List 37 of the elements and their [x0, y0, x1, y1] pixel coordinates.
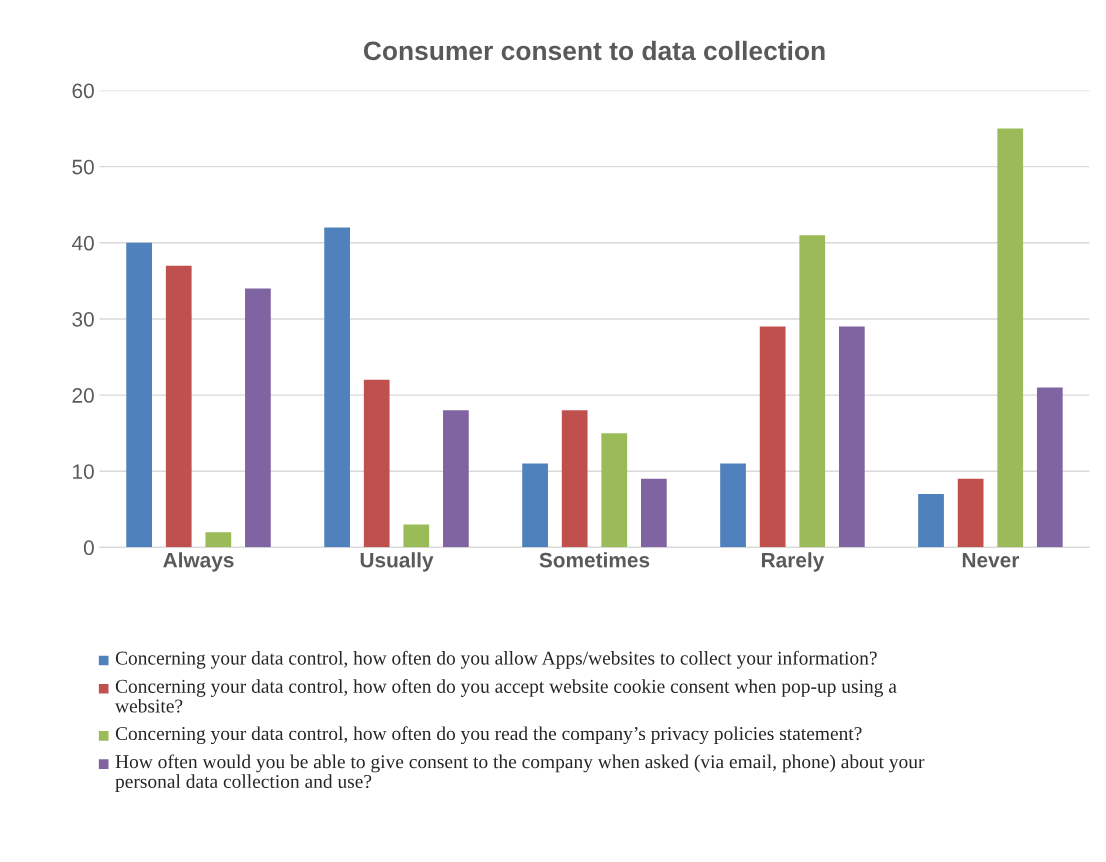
- y-tick-label: 30: [72, 311, 94, 327]
- bar: [957, 478, 984, 548]
- bar: [522, 463, 548, 548]
- legend-label: Concerning your data control, how often do you read the company’s privacy policies statement?: [115, 726, 862, 745]
- x-tick-label: Always: [163, 552, 234, 572]
- bar: [838, 326, 865, 548]
- bar: [997, 128, 1024, 548]
- bar: [126, 242, 152, 548]
- legend-label: Concerning your data control, how often do you accept website cookie consent when pop-up using a website?: [115, 679, 897, 713]
- bar: [918, 494, 944, 548]
- y-tick-label: 10: [73, 464, 94, 479]
- bar: [720, 463, 746, 548]
- y-tick-label: 60: [72, 83, 94, 99]
- bar: [205, 532, 232, 548]
- x-tick-label: Usually: [360, 552, 434, 572]
- x-tick-label: Sometimes: [539, 552, 650, 568]
- y-tick-label: 0: [83, 540, 94, 556]
- bar: [165, 265, 192, 548]
- bar: [799, 235, 826, 548]
- y-tick-label: 20: [72, 388, 94, 403]
- legend-label: How often would you be able to give consent to the company when asked (via email, phone) about your personal data collection and use?: [115, 754, 925, 792]
- bar: [443, 410, 469, 548]
- bar: [245, 288, 271, 548]
- bar: [1036, 387, 1063, 548]
- x-tick-label: Never: [962, 553, 1020, 568]
- bar: [363, 379, 390, 548]
- x-tick-label: Rarely: [761, 552, 825, 572]
- chart-title: Consumer consent to data collection: [363, 40, 825, 61]
- bar: [403, 524, 430, 548]
- bar: [561, 410, 588, 548]
- bar: [759, 326, 786, 548]
- bar: [601, 433, 628, 548]
- legend-label: Concerning your data control, how often do you allow Apps/websites to collect your information?: [115, 650, 877, 669]
- bar: [641, 478, 667, 548]
- bar: [324, 227, 350, 548]
- y-tick-label: 40: [71, 235, 94, 251]
- y-tick-label: 50: [72, 159, 94, 175]
